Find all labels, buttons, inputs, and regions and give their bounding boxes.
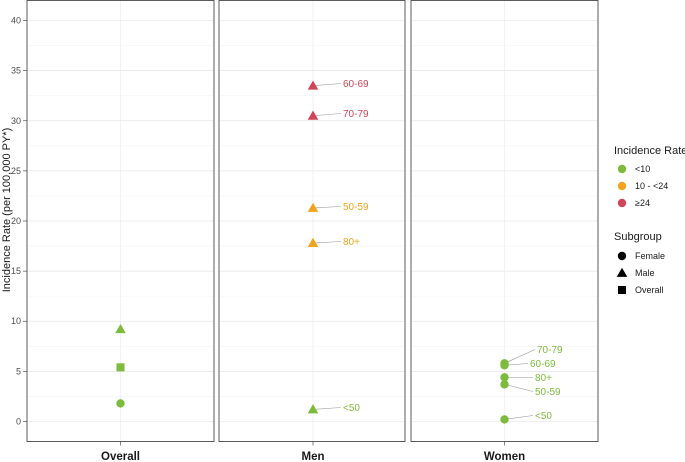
data-point-square [116, 363, 125, 372]
legend-rate-swatch [617, 181, 627, 191]
point-label: 80+ [535, 373, 552, 384]
y-tick-label: 25 [11, 166, 21, 176]
point-label: 50-59 [343, 202, 369, 213]
y-tick-label: 40 [11, 16, 21, 26]
data-point-triangle [307, 237, 319, 247]
label-leader-line [312, 113, 342, 117]
legend-rate-swatch [617, 164, 627, 174]
data-point-circle [500, 361, 509, 370]
legend-shape-circle [617, 251, 627, 261]
data-point-group: 60-69 [307, 79, 369, 90]
panel-label-women: Women [484, 451, 525, 462]
y-tick-label: 5 [16, 366, 21, 376]
label-leader-line [504, 349, 536, 364]
data-point-group: 80+ [307, 237, 360, 248]
data-point-triangle [307, 404, 319, 414]
y-tick-label: 35 [11, 66, 21, 76]
data-point-group: 50-59 [500, 380, 561, 398]
panel-men: Men [218, 0, 406, 462]
legend-rate-swatch [617, 198, 627, 208]
data-point-group [116, 399, 125, 408]
data-point-group [116, 363, 125, 372]
point-label: <50 [535, 411, 552, 422]
panel-overall: Overall [26, 0, 215, 462]
data-point-triangle [307, 80, 319, 90]
data-point-triangle [115, 324, 126, 334]
panel-border [218, 0, 406, 442]
data-point-group: 60-69 [500, 359, 556, 370]
point-label: <50 [343, 403, 360, 414]
point-label: 60-69 [530, 359, 556, 370]
y-tick-label: 15 [11, 266, 21, 276]
y-axis-title: Incidence Rate (per 100,000 PY*) [1, 128, 13, 293]
panel-label-overall: Overall [101, 451, 140, 462]
label-leader-line [312, 83, 342, 86]
legend-rate-label: ≥24 [635, 198, 650, 208]
label-leader-line [312, 206, 342, 209]
point-label: 60-69 [343, 79, 369, 90]
y-tick-label: 0 [16, 416, 21, 426]
legend-shape-triangle [616, 267, 628, 277]
point-label: 70-79 [537, 345, 563, 356]
data-point-group: 50-59 [307, 202, 369, 213]
legend-subgroup-label: Male [635, 268, 655, 278]
legend-subgroup-label: Female [635, 251, 665, 261]
y-tick-label: 30 [11, 116, 21, 126]
legend-rate-label: <10 [635, 164, 650, 174]
label-leader-line [312, 407, 342, 410]
point-label: 70-79 [343, 109, 369, 120]
legend-rate-label: 10 - <24 [635, 181, 668, 191]
legend-rate-title: Incidence Rate [614, 145, 685, 157]
panel-label-men: Men [302, 451, 325, 462]
data-point-circle [116, 399, 125, 408]
data-point-group: 80+ [500, 373, 552, 384]
point-label: 50-59 [535, 387, 561, 398]
data-point-triangle [307, 202, 319, 212]
data-point-group: 70-79 [307, 109, 369, 120]
label-leader-line [312, 241, 342, 244]
y-tick-label: 20 [11, 216, 21, 226]
data-point-group: <50 [307, 403, 360, 414]
data-point-group: <50 [500, 411, 552, 424]
legend-shape-square [617, 285, 627, 295]
data-point-circle [500, 415, 509, 424]
point-label: 80+ [343, 237, 360, 248]
label-leader-line [504, 384, 534, 392]
legend-subgroup-title: Subgroup [614, 231, 662, 243]
y-tick-label: 10 [11, 316, 21, 326]
panel-women: Women [410, 0, 599, 462]
label-leader-line [504, 415, 534, 420]
data-point-circle [500, 380, 509, 389]
data-point-circle [500, 373, 509, 382]
legend-subgroup-label: Overall [635, 285, 664, 295]
data-point-group [115, 324, 126, 334]
data-point-triangle [307, 110, 319, 120]
